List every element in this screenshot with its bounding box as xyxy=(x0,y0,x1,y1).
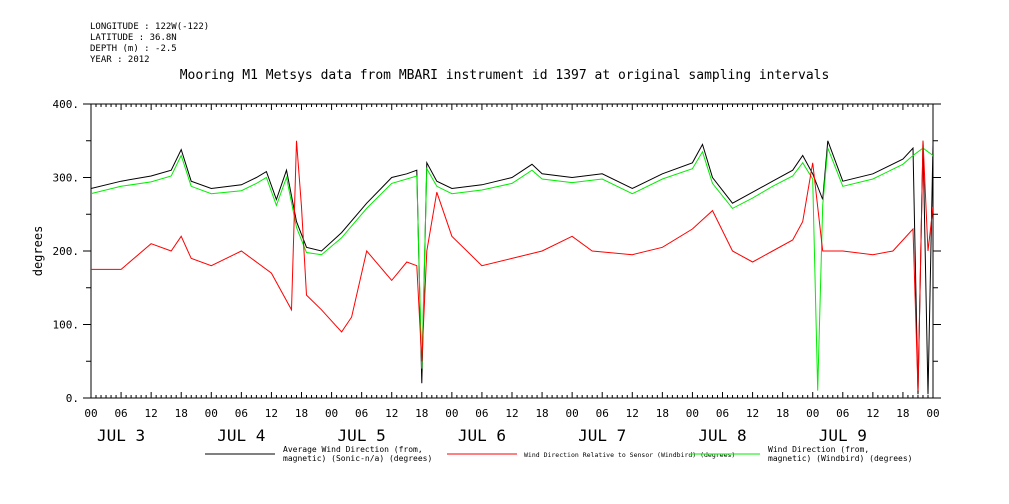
y-tick-label: 300. xyxy=(53,172,80,185)
legend-label-1: Average Wind Direction (from, xyxy=(283,445,423,454)
day-label: JUL 7 xyxy=(578,426,626,445)
x-tick-label: 00 xyxy=(806,407,819,420)
latitude-text: LATITUDE : 36.8N xyxy=(90,33,177,43)
day-label: JUL 3 xyxy=(97,426,145,445)
x-tick-label: 00 xyxy=(686,407,699,420)
y-tick-label: 200. xyxy=(53,245,80,258)
day-label: JUL 5 xyxy=(338,426,386,445)
legend-label-3: magnetic) (Windbird) (degrees) xyxy=(768,454,913,463)
x-tick-label: 06 xyxy=(355,407,368,420)
x-tick-label: 06 xyxy=(114,407,127,420)
x-tick-label: 00 xyxy=(205,407,218,420)
x-tick-label: 18 xyxy=(415,407,428,420)
longitude-text: LONGITUDE : 122W(-122) xyxy=(90,22,210,32)
x-tick-label: 00 xyxy=(325,407,338,420)
x-tick-label: 12 xyxy=(145,407,158,420)
x-tick-label: 12 xyxy=(866,407,879,420)
day-label: JUL 8 xyxy=(698,426,746,445)
x-tick-label: 18 xyxy=(535,407,548,420)
x-tick-label: 06 xyxy=(475,407,488,420)
series-line-3 xyxy=(91,147,933,391)
x-tick-label: 12 xyxy=(265,407,278,420)
year-text: YEAR : 2012 xyxy=(90,55,150,65)
x-tick-label: 18 xyxy=(776,407,789,420)
x-tick-label: 00 xyxy=(926,407,939,420)
series-line-1 xyxy=(91,140,933,395)
x-tick-label: 18 xyxy=(175,407,188,420)
x-tick-label: 00 xyxy=(445,407,458,420)
x-tick-label: 06 xyxy=(716,407,729,420)
x-tick-label: 18 xyxy=(896,407,909,420)
legend-label-3: Wind Direction (from, xyxy=(768,445,869,454)
x-tick-label: 12 xyxy=(626,407,639,420)
x-tick-label: 06 xyxy=(836,407,849,420)
x-tick-label: 18 xyxy=(295,407,308,420)
day-label: JUL 6 xyxy=(458,426,506,445)
legend-label-1: magnetic) (Sonic-n/a) (degrees) xyxy=(283,454,432,463)
depth-text: DEPTH (m) : -2.5 xyxy=(90,44,177,54)
x-tick-label: 00 xyxy=(84,407,97,420)
y-tick-label: 400. xyxy=(53,98,80,111)
y-axis-label: degrees xyxy=(31,226,45,277)
y-tick-label: 0. xyxy=(66,392,79,405)
x-tick-label: 06 xyxy=(235,407,248,420)
x-tick-label: 12 xyxy=(385,407,398,420)
y-tick-label: 100. xyxy=(53,319,80,332)
x-tick-label: 12 xyxy=(746,407,759,420)
day-label: JUL 4 xyxy=(217,426,265,445)
x-tick-label: 06 xyxy=(596,407,609,420)
legend-label-2: Wind Direction Relative to Sensor (Windb… xyxy=(524,451,735,459)
series-line-2 xyxy=(91,140,933,391)
plot-frame xyxy=(90,103,934,399)
x-tick-label: 00 xyxy=(566,407,579,420)
day-label: JUL 9 xyxy=(819,426,867,445)
chart-title: Mooring M1 Metsys data from MBARI instru… xyxy=(179,68,830,83)
x-tick-label: 18 xyxy=(656,407,669,420)
x-tick-label: 12 xyxy=(505,407,518,420)
